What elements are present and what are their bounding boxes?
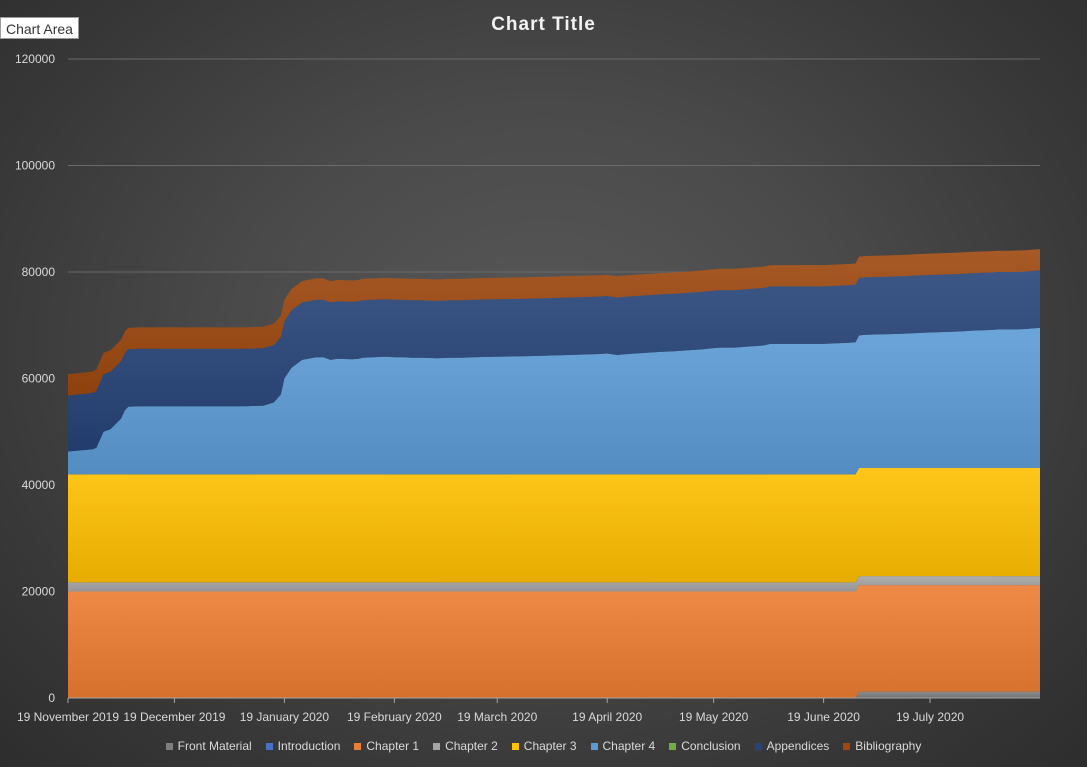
y-tick-label: 0 bbox=[48, 691, 55, 705]
chart-title[interactable]: Chart Title bbox=[491, 14, 596, 35]
area-appendices[interactable] bbox=[68, 270, 1040, 452]
x-tick-label: 19 January 2020 bbox=[240, 710, 330, 724]
y-tick-label: 20000 bbox=[22, 585, 56, 599]
legend-label: Bibliography bbox=[855, 739, 922, 753]
legend-item-chapter-2[interactable]: Chapter 2 bbox=[433, 739, 498, 753]
x-tick-label: 19 June 2020 bbox=[787, 710, 860, 724]
legend[interactable]: Front Material Introduction Chapter 1 Chapt… bbox=[0, 739, 1087, 753]
chart-area-tooltip: Chart Area bbox=[0, 17, 79, 39]
y-tick-label: 40000 bbox=[22, 478, 56, 492]
legend-label: Conclusion bbox=[681, 739, 741, 753]
y-tick-label: 60000 bbox=[22, 372, 56, 386]
area-chapter-1[interactable] bbox=[68, 585, 1040, 698]
legend-label: Chapter 2 bbox=[445, 739, 498, 753]
area-bibliography[interactable] bbox=[68, 249, 1040, 396]
x-tick-label: 19 July 2020 bbox=[896, 710, 964, 724]
x-tick-label: 19 February 2020 bbox=[347, 710, 442, 724]
x-tick-label: 19 May 2020 bbox=[679, 710, 749, 724]
area-front-material[interactable] bbox=[68, 691, 1040, 698]
legend-item-chapter-1[interactable]: Chapter 1 bbox=[354, 739, 419, 753]
x-tick-label: 19 April 2020 bbox=[572, 710, 642, 724]
legend-item-chapter-3[interactable]: Chapter 3 bbox=[511, 739, 577, 753]
legend-item-chapter-4[interactable]: Chapter 4 bbox=[590, 739, 656, 753]
x-tick-label: 19 March 2020 bbox=[457, 710, 537, 724]
legend-label: Chapter 1 bbox=[366, 739, 420, 753]
area-chapter-4[interactable] bbox=[68, 327, 1040, 475]
legend-swatch bbox=[754, 742, 762, 750]
y-tick-label: 120000 bbox=[15, 52, 55, 66]
legend-swatch bbox=[843, 742, 851, 750]
legend-swatch bbox=[433, 742, 441, 750]
legend-swatch bbox=[165, 742, 173, 750]
legend-item-introduction[interactable]: Introduction bbox=[265, 739, 341, 753]
legend-item-front-material[interactable]: Front Material bbox=[165, 739, 252, 753]
legend-swatch bbox=[590, 742, 598, 750]
y-tick-label: 80000 bbox=[22, 265, 56, 279]
legend-item-bibliography[interactable]: Bibliography bbox=[843, 739, 921, 753]
axes: 0 20000 40000 60000 80000 100000 120000 19 Nove… bbox=[15, 52, 1040, 724]
legend-label: Front Material bbox=[177, 739, 252, 753]
area-chapter-3[interactable] bbox=[68, 468, 1040, 583]
legend-label: Introduction bbox=[277, 739, 341, 753]
legend-item-conclusion[interactable]: Conclusion bbox=[669, 739, 741, 753]
legend-swatch bbox=[669, 742, 677, 750]
legend-swatch bbox=[354, 742, 362, 750]
y-tick-label: 100000 bbox=[15, 159, 55, 173]
legend-swatch bbox=[265, 742, 273, 750]
legend-label: Appendices bbox=[766, 739, 830, 753]
x-tick-label: 19 December 2019 bbox=[123, 710, 225, 724]
area-chapter-2[interactable] bbox=[68, 576, 1040, 592]
legend-label: Chapter 3 bbox=[523, 739, 577, 753]
legend-swatch bbox=[511, 742, 519, 750]
x-tick-label: 19 November 2019 bbox=[17, 710, 119, 724]
legend-label: Chapter 4 bbox=[602, 739, 656, 753]
series-areas bbox=[68, 249, 1040, 698]
legend-item-appendices[interactable]: Appendices bbox=[754, 739, 830, 753]
